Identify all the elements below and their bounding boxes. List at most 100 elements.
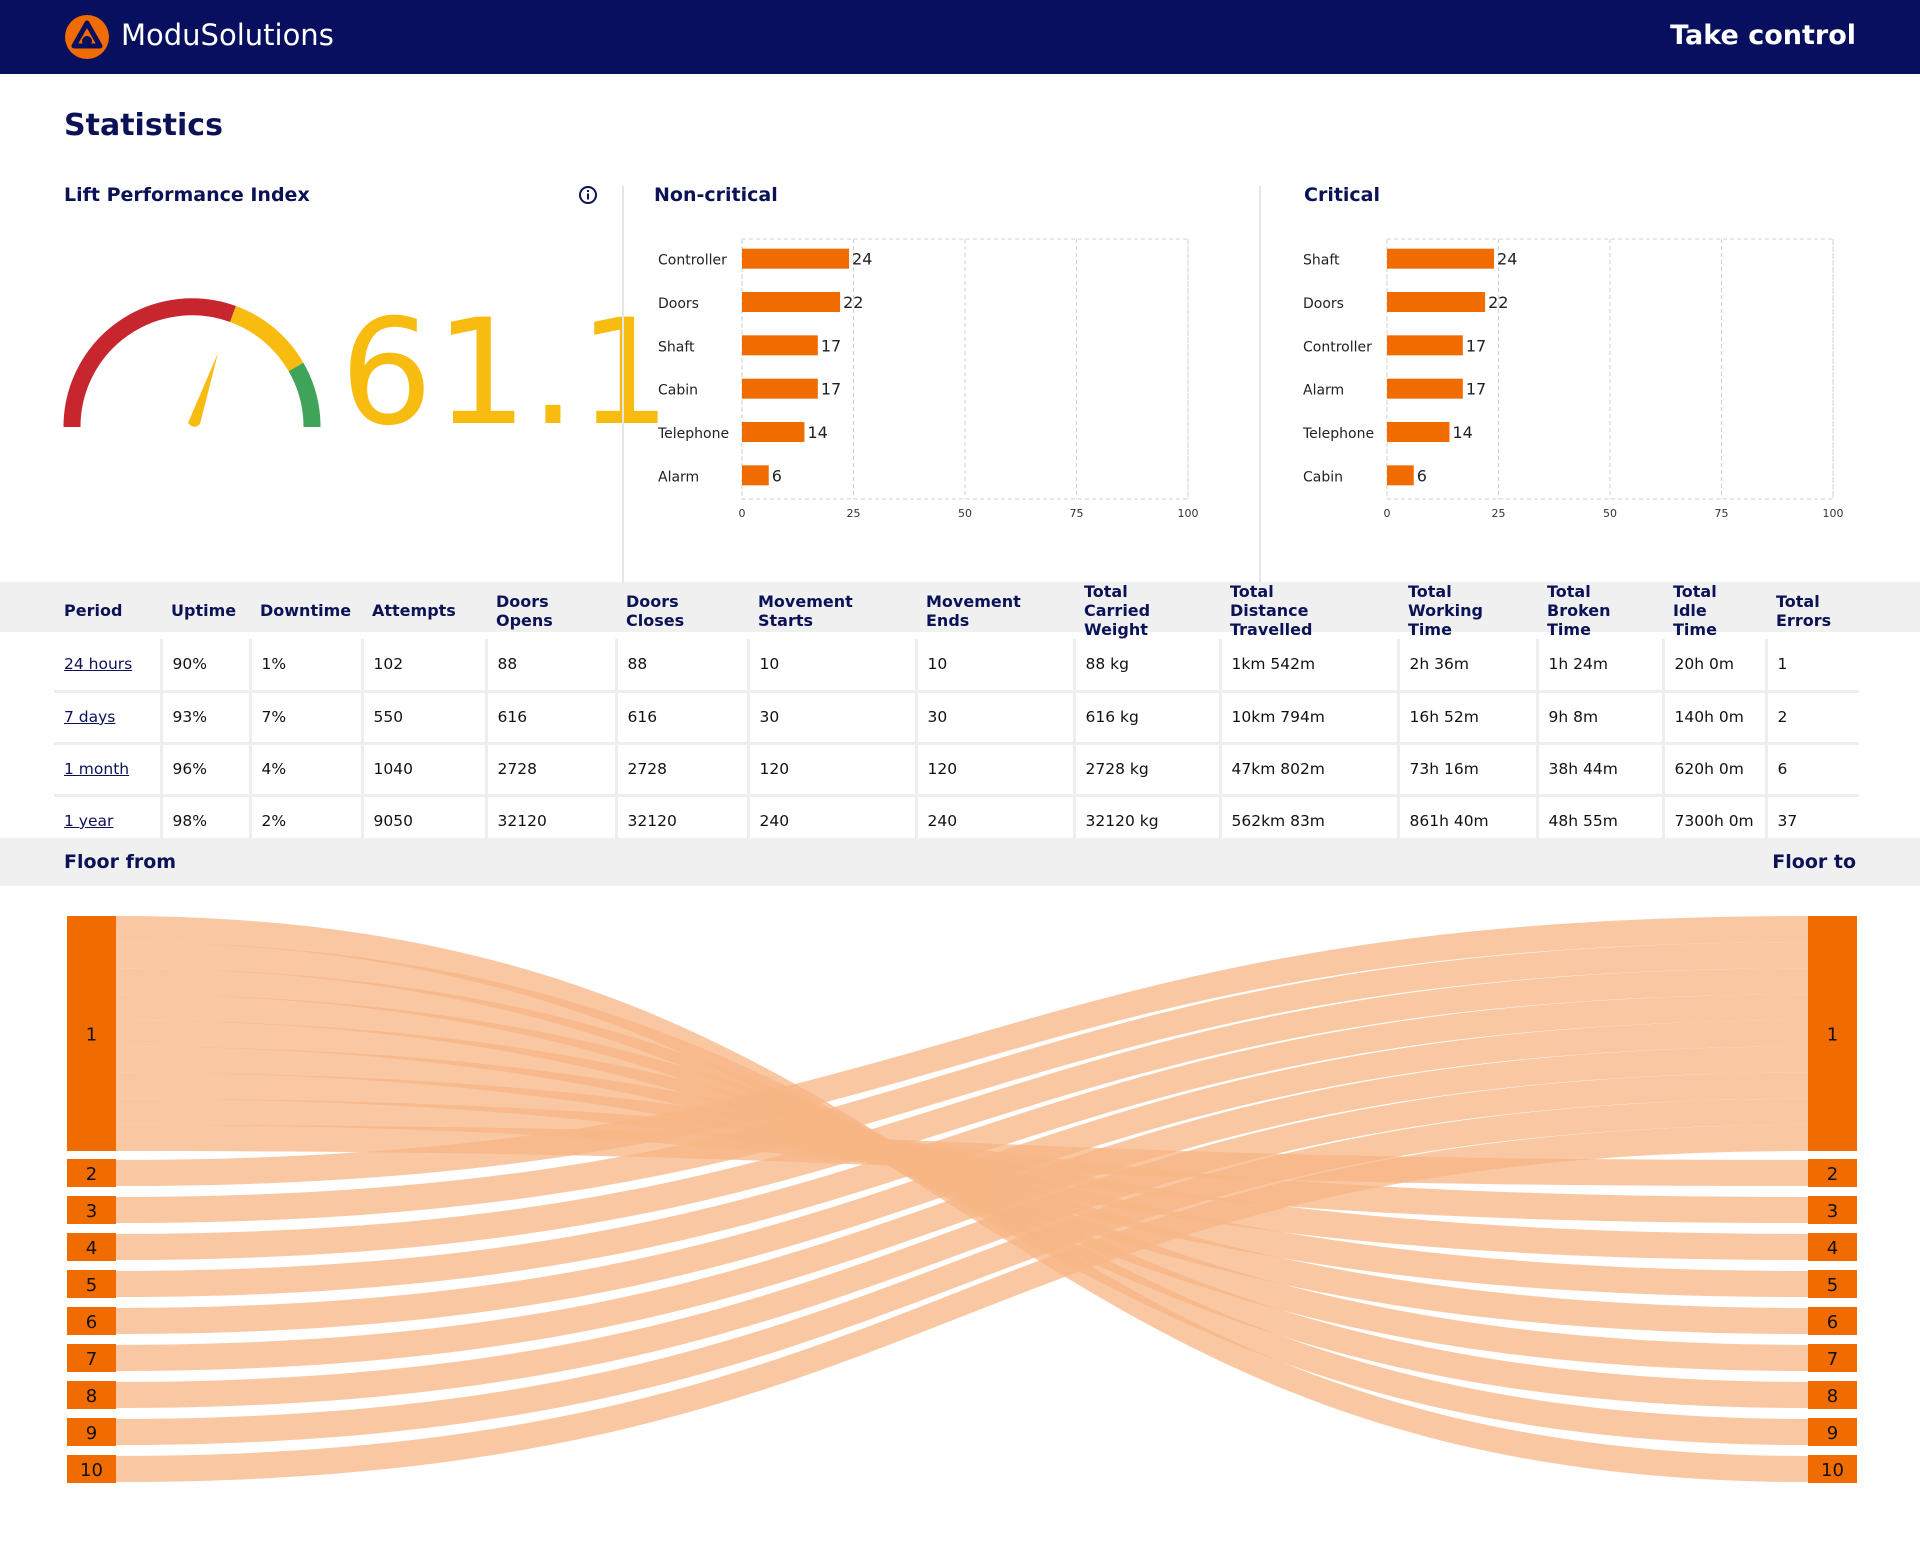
data-label: 17 <box>1466 380 1486 399</box>
sankey-node-label: 9 <box>86 1423 97 1444</box>
table-cell: 1h 24m <box>1537 639 1663 691</box>
period-link[interactable]: 24 hours <box>64 655 132 673</box>
x-tick-label: 100 <box>1823 507 1844 520</box>
period-link[interactable]: 1 year <box>64 812 113 830</box>
table-cell: 88 <box>486 639 616 691</box>
table-cell: 1km 542m <box>1220 639 1398 691</box>
gauge-mid-arc <box>233 314 296 367</box>
lpi-title: Lift Performance Index <box>64 184 310 206</box>
brand-name[interactable]: ModuSolutions <box>121 18 334 52</box>
bar <box>742 422 804 442</box>
x-tick-label: 75 <box>1070 507 1084 520</box>
category-label: Controller <box>1303 339 1372 355</box>
sankey-node-label: 7 <box>1827 1349 1838 1370</box>
column-header: Period <box>54 582 161 639</box>
table-cell: 90% <box>161 639 250 691</box>
column-header: Movement Starts <box>748 582 916 639</box>
sankey-links <box>116 916 1808 1482</box>
table-cell: 30 <box>916 691 1074 743</box>
sankey-node-label: 10 <box>1821 1460 1844 1481</box>
table-cell: 620h 0m <box>1663 743 1766 795</box>
bar <box>1387 335 1463 355</box>
data-label: 17 <box>821 380 841 399</box>
x-tick-label: 25 <box>1492 507 1506 520</box>
table-cell: 47km 802m <box>1220 743 1398 795</box>
category-label: Telephone <box>1302 426 1374 442</box>
category-label: Controller <box>658 253 727 269</box>
table-cell: 616 kg <box>1074 691 1220 743</box>
period-cell: 7 days <box>54 691 161 743</box>
table-cell: 6 <box>1766 743 1859 795</box>
table-cell: 2h 36m <box>1398 639 1537 691</box>
table-cell: 120 <box>916 743 1074 795</box>
table-row: 24 hours 90% 1% 102 88 88 10 10 88 kg 1km 542m 2h … <box>54 639 1859 691</box>
table-row: 7 days 93% 7% 550 616 616 30 30 616 kg 10km 794m 1… <box>54 691 1859 743</box>
panel-divider <box>1259 186 1261 582</box>
table-cell: 1040 <box>362 743 486 795</box>
column-header: Total Carried Weight <box>1074 582 1220 639</box>
table-cell: 1% <box>250 639 362 691</box>
table-cell: 30 <box>748 691 916 743</box>
floor-to-label: Floor to <box>1772 851 1856 873</box>
table-cell: 616 <box>486 691 616 743</box>
table-cell: 120 <box>748 743 916 795</box>
category-label: Doors <box>658 296 699 312</box>
sankey-node-label: 4 <box>1827 1238 1838 1259</box>
sankey-node-label: 1 <box>86 1025 97 1046</box>
table-cell: 88 kg <box>1074 639 1220 691</box>
top-bar: ModuSolutions Take control <box>0 0 1920 74</box>
column-header: Total Errors <box>1766 582 1859 639</box>
category-label: Cabin <box>1303 469 1343 485</box>
x-tick-label: 25 <box>847 507 861 520</box>
table-cell: 7% <box>250 691 362 743</box>
data-label: 14 <box>807 423 827 442</box>
take-control-link[interactable]: Take control <box>1670 20 1856 51</box>
table-cell: 1 <box>1766 639 1859 691</box>
floor-from-label: Floor from <box>64 851 176 873</box>
gauge-high-arc <box>296 367 312 427</box>
column-header: Uptime <box>161 582 250 639</box>
table-cell: 73h 16m <box>1398 743 1537 795</box>
data-label: 6 <box>1417 466 1427 485</box>
column-header: Movement Ends <box>916 582 1074 639</box>
bar <box>742 292 840 312</box>
non-critical-title: Non-critical <box>654 184 778 206</box>
x-tick-label: 0 <box>1384 507 1391 520</box>
sankey-node-label: 1 <box>1827 1025 1838 1046</box>
table-cell: 88 <box>616 639 748 691</box>
non-critical-bar-chart: 0 25 50 75 100 Controller 24 Doors 22 Shaft 17 Cabi… <box>640 225 1220 530</box>
category-label: Telephone <box>657 426 729 442</box>
data-label: 17 <box>1466 336 1486 355</box>
category-label: Cabin <box>658 383 698 399</box>
data-label: 24 <box>1497 250 1517 269</box>
modusolutions-logo-icon[interactable] <box>64 14 110 60</box>
period-link[interactable]: 1 month <box>64 760 129 778</box>
sankey-node-label: 2 <box>86 1164 97 1185</box>
floor-sankey-diagram: 1 12 23 34 45 56 67 78 89 910 10 <box>0 900 1920 1500</box>
info-icon[interactable] <box>578 185 598 205</box>
data-label: 17 <box>821 336 841 355</box>
sankey-node-label: 2 <box>1827 1164 1838 1185</box>
column-header: Total Idle Time <box>1663 582 1766 639</box>
sankey-node-label: 6 <box>1827 1312 1838 1333</box>
page-title: Statistics <box>64 108 223 143</box>
category-label: Shaft <box>1303 253 1340 269</box>
period-link[interactable]: 7 days <box>64 708 115 726</box>
table-cell: 20h 0m <box>1663 639 1766 691</box>
bar <box>1387 249 1494 269</box>
data-label: 14 <box>1452 423 1472 442</box>
sankey-node-label: 7 <box>86 1349 97 1370</box>
table-cell: 2728 <box>486 743 616 795</box>
bar <box>742 465 769 485</box>
bar <box>1387 422 1449 442</box>
category-label: Alarm <box>658 469 699 485</box>
sankey-header <box>0 838 1920 886</box>
column-header: Attempts <box>362 582 486 639</box>
table-cell: 10 <box>748 639 916 691</box>
x-tick-label: 100 <box>1178 507 1199 520</box>
category-label: Shaft <box>658 339 695 355</box>
column-header: Doors Closes <box>616 582 748 639</box>
column-header: Total Working Time <box>1398 582 1537 639</box>
table-cell: 102 <box>362 639 486 691</box>
column-header: Total Distance Travelled <box>1220 582 1398 639</box>
